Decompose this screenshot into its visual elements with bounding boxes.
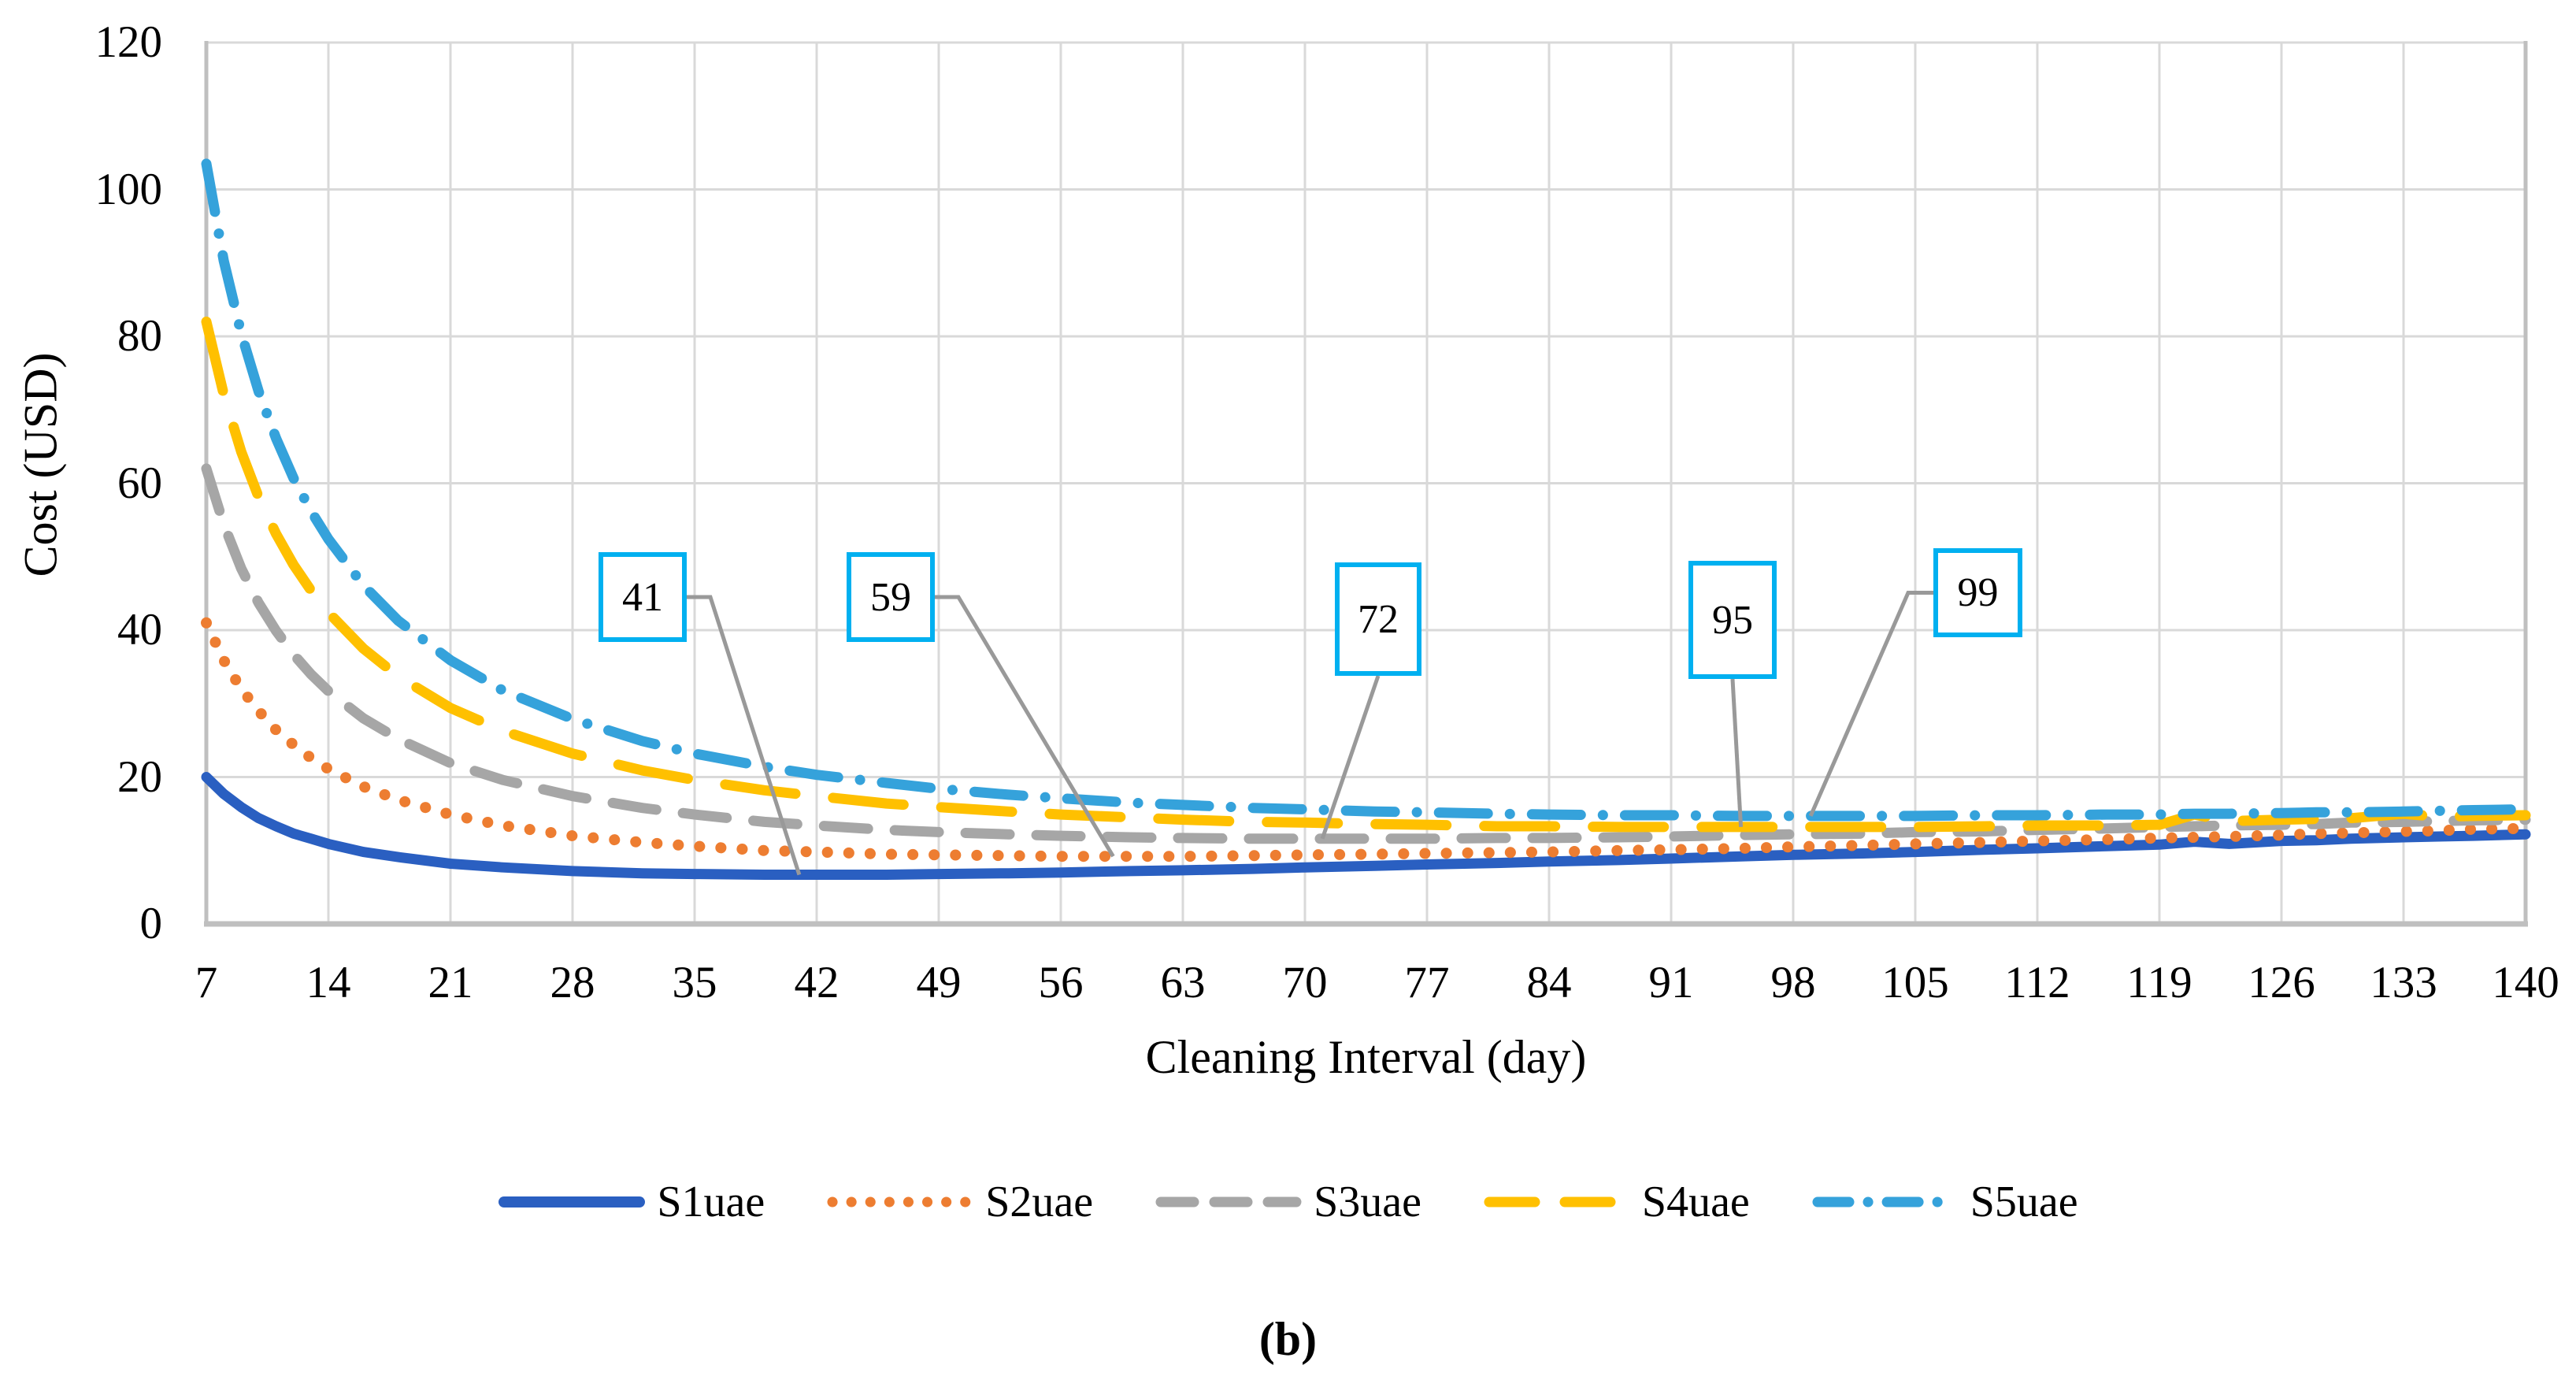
- x-tick-label: 140: [2492, 958, 2559, 1007]
- y-tick-label: 100: [95, 164, 163, 214]
- x-tick-label: 56: [1038, 958, 1084, 1007]
- y-tick-label: 0: [139, 899, 163, 948]
- series-line-S2uae: [201, 617, 2531, 862]
- series-line-S1uae: [201, 772, 2531, 880]
- annotation-leader-95: [1730, 678, 1744, 828]
- y-tick-label: 40: [117, 605, 162, 655]
- annotation-box-41: 41: [599, 552, 687, 642]
- annotation-box-72: 72: [1335, 562, 1421, 676]
- x-tick-label: 14: [306, 958, 351, 1007]
- y-tick-label: 80: [117, 311, 162, 361]
- legend-item-S5uae: S5uae: [1811, 1178, 2078, 1226]
- x-axis-title: Cleaning Interval (day): [1145, 1031, 1587, 1083]
- x-tick-label: 21: [428, 958, 473, 1007]
- series-line-S3uae: [201, 463, 2531, 844]
- legend-label-S4uae: S4uae: [1641, 1178, 1750, 1226]
- x-tick-label: 28: [550, 958, 595, 1007]
- annotation-leader-41: [687, 595, 802, 876]
- x-tick-label: 105: [1881, 958, 1949, 1007]
- legend-label-S1uae: S1uae: [657, 1178, 765, 1226]
- y-tick-label: 20: [117, 751, 162, 802]
- legend-line-sample-S5uae: [1812, 1196, 1959, 1208]
- annotation-box-59: 59: [847, 552, 935, 642]
- legend-label-S3uae: S3uae: [1314, 1178, 1421, 1226]
- x-tick-label: 133: [2370, 958, 2437, 1007]
- legend-item-S4uae: S4uae: [1483, 1178, 1750, 1226]
- x-tick-label: 112: [2004, 958, 2070, 1007]
- x-tick-label: 91: [1648, 958, 1694, 1007]
- x-tick-label: 63: [1160, 958, 1206, 1007]
- x-tick-label: 42: [794, 958, 840, 1007]
- y-tick-label: 60: [117, 458, 162, 508]
- legend-item-S3uae: S3uae: [1155, 1178, 1421, 1226]
- legend-line-sample-S1uae: [499, 1196, 646, 1208]
- x-tick-label: 49: [916, 958, 962, 1007]
- annotation-leader-59: [935, 595, 1115, 858]
- chart-legend: S1uae S2uae S3uae S4uae S5uae: [0, 1178, 2576, 1226]
- x-tick-label: 126: [2248, 958, 2315, 1007]
- y-tick-label: 120: [95, 17, 163, 67]
- series-line-S5uae: [201, 158, 2531, 822]
- legend-line-sample-S4uae: [1484, 1196, 1630, 1208]
- x-tick-label: 77: [1404, 958, 1450, 1007]
- x-tick-label: 35: [672, 958, 717, 1007]
- annotation-box-99: 99: [1933, 548, 2022, 637]
- annotation-leader-99: [1808, 591, 1933, 817]
- annotation-box-95: 95: [1688, 561, 1777, 679]
- x-tick-label: 98: [1770, 958, 1816, 1007]
- x-tick-label: 7: [195, 958, 218, 1007]
- legend-line-sample-S2uae: [827, 1196, 973, 1208]
- legend-label-S2uae: S2uae: [985, 1178, 1094, 1226]
- legend-item-S2uae: S2uae: [826, 1178, 1093, 1226]
- legend-line-sample-S3uae: [1155, 1196, 1302, 1208]
- x-tick-label: 84: [1526, 958, 1572, 1007]
- legend-item-S1uae: S1uae: [498, 1178, 765, 1226]
- x-tick-label: 70: [1282, 958, 1328, 1007]
- legend-label-S5uae: S5uae: [1970, 1178, 2078, 1226]
- x-tick-label: 119: [2126, 958, 2192, 1007]
- figure-caption: (b): [1258, 1313, 1318, 1365]
- annotation-leader-72: [1320, 675, 1381, 840]
